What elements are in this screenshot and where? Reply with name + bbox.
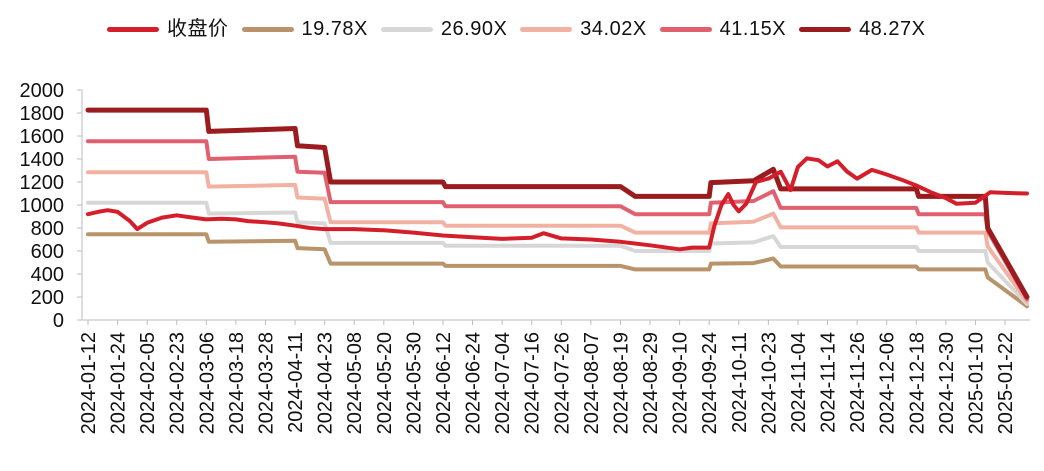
x-tick-label: 2024-01-24 bbox=[108, 332, 130, 434]
x-tick-label: 2024-07-16 bbox=[522, 332, 544, 434]
legend-swatch bbox=[380, 26, 433, 32]
x-tick-label: 2024-05-30 bbox=[403, 332, 425, 434]
series-layer bbox=[85, 107, 1030, 309]
x-tick-label: 2024-06-12 bbox=[433, 332, 455, 434]
series-line-26-90x bbox=[86, 200, 1029, 306]
legend-label: 26.90X bbox=[440, 18, 508, 40]
x-tick-label: 2024-07-26 bbox=[551, 332, 573, 434]
legend-item-26-90x: 26.90X bbox=[380, 18, 508, 40]
legend-item-close-price: 收盘价 bbox=[107, 19, 229, 39]
legend-swatch bbox=[659, 26, 712, 32]
x-tick-label: 2024-12-18 bbox=[906, 332, 928, 434]
y-tick-label: 600 bbox=[31, 241, 64, 263]
legend-label: 41.15X bbox=[719, 18, 787, 40]
x-tick-label: 2024-01-12 bbox=[78, 332, 100, 434]
legend-item-19-78x: 19.78X bbox=[241, 18, 368, 40]
x-tick-label: 2025-01-10 bbox=[965, 332, 987, 434]
x-tick-label: 2024-03-28 bbox=[255, 332, 277, 434]
legend-item-41-15x: 41.15X bbox=[659, 18, 787, 40]
x-tick-label: 2024-04-23 bbox=[315, 332, 337, 434]
series-line-41-15x bbox=[86, 139, 1029, 302]
x-tick-label: 2024-12-06 bbox=[877, 332, 899, 434]
x-tick-label: 2024-05-20 bbox=[374, 332, 396, 434]
x-tick-label: 2024-06-24 bbox=[463, 332, 485, 434]
legend-swatch bbox=[520, 26, 573, 32]
series-line-48-27x bbox=[85, 107, 1030, 300]
legend-swatch bbox=[107, 26, 159, 32]
x-tick-label: 2024-08-29 bbox=[640, 332, 662, 434]
x-tick-label: 2024-04-11 bbox=[285, 332, 307, 433]
y-tick-label: 0 bbox=[53, 310, 64, 332]
legend-label: 19.78X bbox=[301, 18, 368, 40]
x-tick-label: 2024-11-26 bbox=[847, 332, 869, 433]
x-tick-label: 2024-10-23 bbox=[758, 332, 780, 434]
x-tick-label: 2024-08-07 bbox=[581, 332, 603, 434]
series-line-34-02x bbox=[86, 170, 1029, 304]
x-tick-label: 2024-11-14 bbox=[818, 332, 840, 433]
y-tick-label: 800 bbox=[31, 218, 64, 240]
x-tick-label: 2024-02-05 bbox=[137, 332, 159, 434]
x-tick-label: 2024-05-08 bbox=[344, 332, 366, 434]
x-tick-label: 2025-01-22 bbox=[995, 332, 1017, 434]
legend-swatch bbox=[241, 26, 294, 32]
legend-item-34-02x: 34.02X bbox=[520, 19, 646, 39]
x-tick-label: 2024-07-04 bbox=[492, 332, 514, 434]
y-tick-label: 2000 bbox=[20, 80, 65, 102]
y-tick-label: 1000 bbox=[20, 195, 65, 217]
x-tick-label: 2024-02-23 bbox=[167, 332, 189, 434]
x-tick-label: 2024-12-30 bbox=[936, 332, 958, 434]
y-tick-label: 1800 bbox=[20, 103, 65, 125]
y-tick-label: 200 bbox=[31, 287, 64, 309]
series-line-- bbox=[86, 156, 1029, 252]
x-axis: 2024-01-12 2024-01-24 2024-02-05 2024-02-23… bbox=[78, 319, 1030, 434]
y-tick-label: 400 bbox=[31, 264, 64, 286]
legend-label: 34.02X bbox=[580, 18, 647, 40]
x-tick-label: 2024-10-11 bbox=[729, 332, 751, 433]
y-tick-label: 1200 bbox=[20, 172, 65, 194]
legend-swatch bbox=[799, 26, 852, 32]
series-line-19-78x bbox=[86, 232, 1029, 309]
y-tick-label: 1400 bbox=[20, 149, 65, 171]
x-tick-label: 2024-09-10 bbox=[670, 332, 692, 434]
x-tick-label: 2024-03-18 bbox=[226, 332, 248, 434]
chart-legend: 收盘价 19.78X 26.90X 34.02X 41.15X 48.27X bbox=[107, 15, 938, 43]
legend-label: 收盘价 bbox=[167, 18, 229, 40]
x-tick-label: 2024-11-04 bbox=[788, 332, 810, 433]
legend-label: 48.27X bbox=[859, 18, 926, 40]
x-tick-label: 2024-09-24 bbox=[699, 332, 721, 434]
legend-item-48-27x: 48.27X bbox=[799, 19, 925, 39]
x-tick-label: 2024-08-19 bbox=[610, 332, 632, 434]
y-tick-label: 1600 bbox=[20, 126, 65, 148]
x-tick-label: 2024-03-06 bbox=[196, 332, 218, 434]
